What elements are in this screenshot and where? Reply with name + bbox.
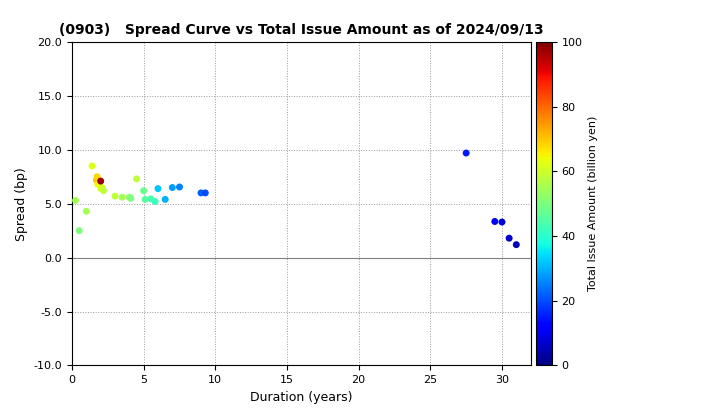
Point — [510, 241, 522, 248]
Point — [86, 163, 98, 169]
Point — [199, 189, 211, 196]
X-axis label: Duration (years): Duration (years) — [250, 391, 353, 404]
Point — [117, 194, 128, 201]
Point — [174, 184, 185, 190]
Point — [95, 185, 107, 192]
Y-axis label: Total Issue Amount (billion yen): Total Issue Amount (billion yen) — [588, 116, 598, 291]
Point — [91, 177, 102, 184]
Point — [81, 208, 92, 215]
Point — [195, 189, 207, 196]
Point — [140, 196, 151, 203]
Point — [92, 181, 104, 188]
Point — [503, 235, 515, 242]
Title: (0903)   Spread Curve vs Total Issue Amount as of 2024/09/13: (0903) Spread Curve vs Total Issue Amoun… — [59, 23, 544, 37]
Point — [145, 195, 156, 202]
Point — [149, 198, 161, 205]
Point — [124, 194, 135, 201]
Point — [109, 193, 121, 199]
Point — [125, 195, 137, 202]
Point — [91, 173, 103, 180]
Point — [96, 184, 108, 191]
Point — [496, 219, 508, 226]
Y-axis label: Spread (bp): Spread (bp) — [15, 167, 28, 241]
Point — [95, 178, 107, 184]
Point — [70, 197, 81, 204]
Point — [131, 176, 143, 182]
Point — [489, 218, 500, 225]
Point — [73, 227, 85, 234]
Point — [166, 184, 178, 191]
Point — [152, 185, 163, 192]
Point — [98, 187, 109, 194]
Point — [460, 150, 472, 156]
Point — [159, 196, 171, 203]
Point — [138, 187, 150, 194]
